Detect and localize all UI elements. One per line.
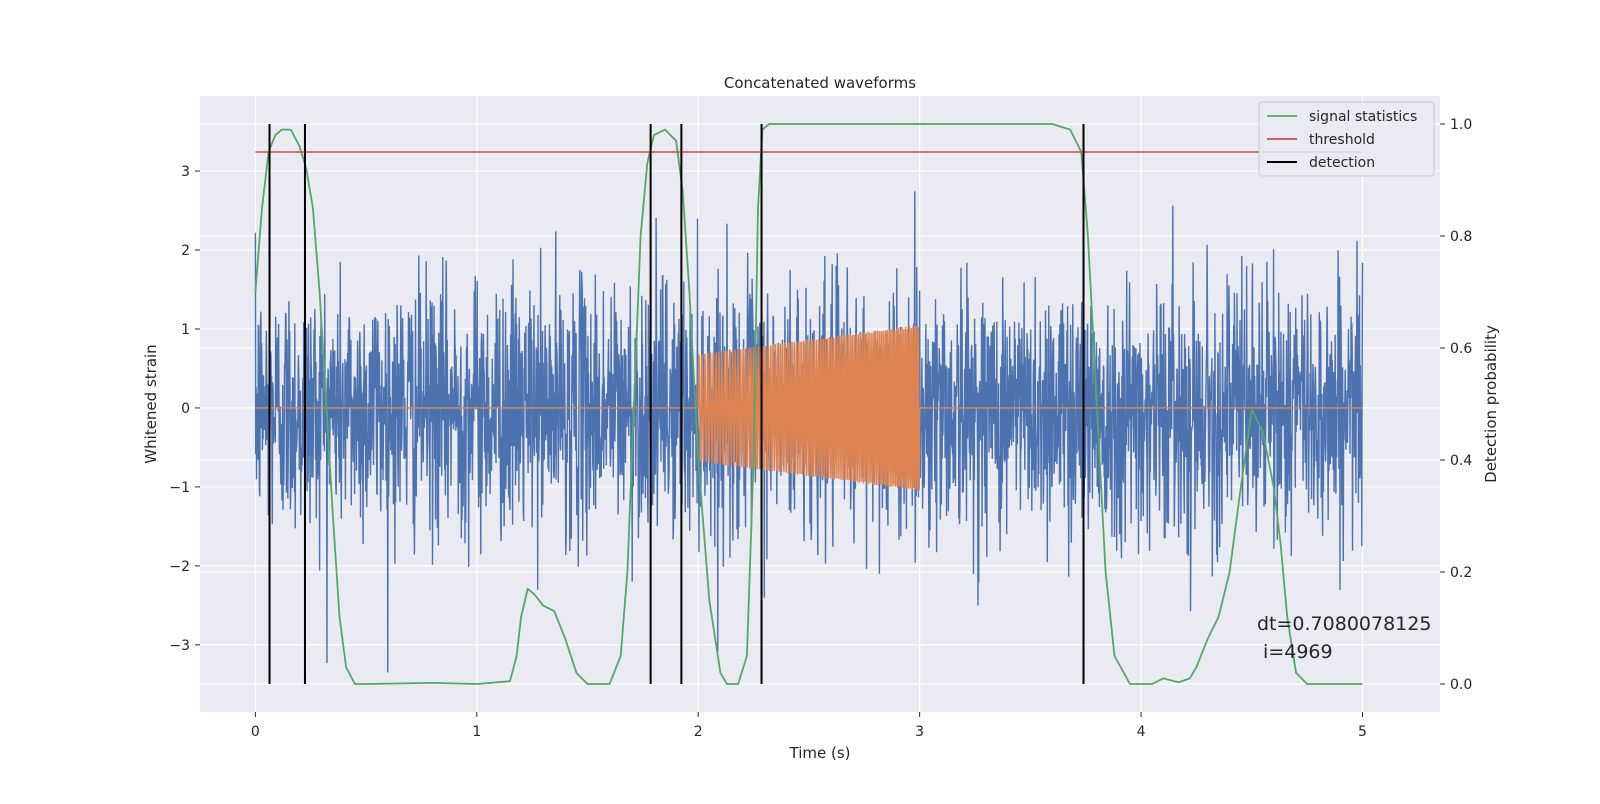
y-tick-label: 1	[181, 322, 190, 338]
y-axis-label: Whitened strain	[142, 344, 160, 463]
legend-box	[1258, 101, 1435, 177]
legend: signal statistics threshold detection	[1258, 101, 1435, 177]
x-tick-label: 3	[915, 724, 924, 740]
x-axis-ticks: 0 1 2 3 4 5	[251, 712, 1367, 740]
y2-tick-label: 0.4	[1450, 453, 1472, 469]
annotation-dt: dt=0.7080078125	[1257, 613, 1431, 635]
x-tick-label: 4	[1137, 724, 1146, 740]
y2-tick-label: 0.6	[1450, 341, 1472, 357]
legend-label-detection: detection	[1309, 155, 1375, 171]
x-tick-label: 2	[694, 724, 703, 740]
y-tick-label: −1	[169, 480, 190, 496]
chart-title: Concatenated waveforms	[724, 74, 916, 92]
injection-series	[255, 325, 1363, 491]
x-tick-label: 5	[1358, 724, 1367, 740]
y2-tick-label: 0.2	[1450, 565, 1472, 581]
y-axis-ticks: −3 −2 −1 0 1 2 3	[169, 164, 200, 654]
y2-tick-label: 1.0	[1450, 117, 1472, 133]
signal-statistics-line	[254, 123, 1363, 685]
detection-series	[268, 124, 1085, 684]
y2-tick-label: 0.8	[1450, 229, 1472, 245]
y2-tick-label: 0.0	[1450, 677, 1472, 693]
injection-line	[255, 325, 1363, 491]
y2-axis-ticks: 0.0 0.2 0.4 0.6 0.8 1.0	[1440, 117, 1472, 693]
x-axis-label: Time (s)	[789, 744, 851, 762]
y2-axis-label: Detection probability	[1482, 325, 1500, 483]
x-tick-label: 0	[251, 724, 260, 740]
x-tick-label: 1	[472, 724, 481, 740]
y-tick-label: 2	[181, 243, 190, 259]
y-tick-label: 3	[181, 164, 190, 180]
y-tick-label: −2	[169, 559, 190, 575]
signal-statistics-series	[254, 123, 1363, 685]
legend-label-signal-statistics: signal statistics	[1309, 109, 1417, 125]
y-tick-label: −3	[169, 638, 190, 654]
legend-label-threshold: threshold	[1309, 132, 1375, 148]
annotation-index: i=4969	[1257, 641, 1333, 663]
y-tick-label: 0	[181, 401, 190, 417]
